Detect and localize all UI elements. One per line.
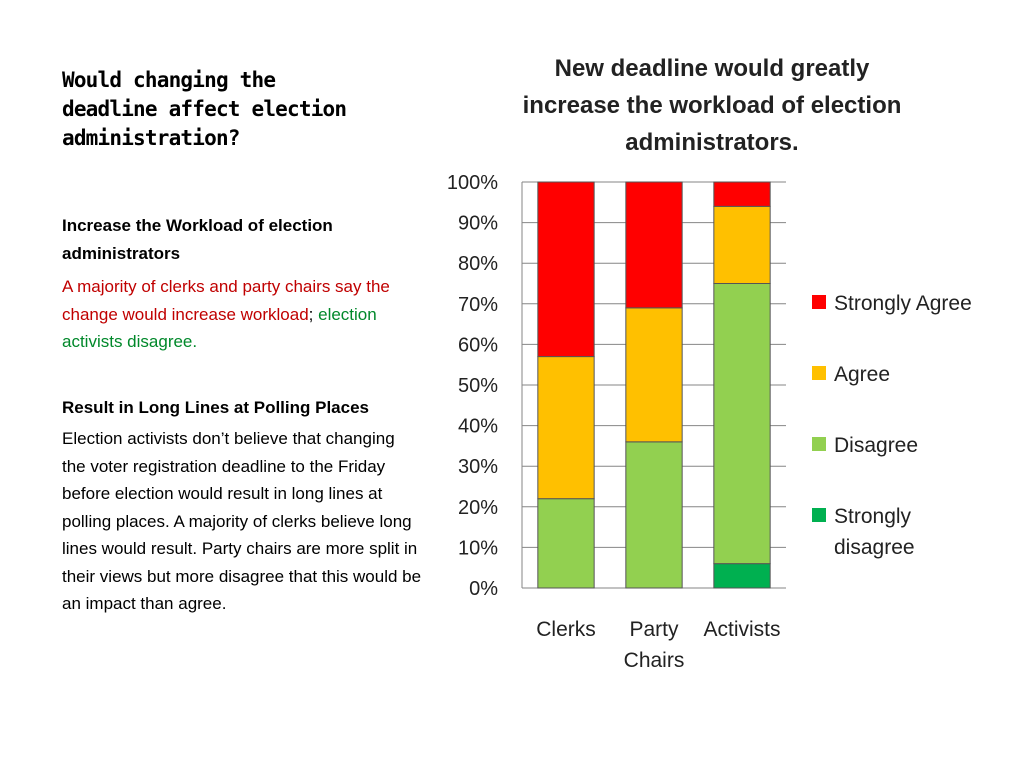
slide-title: Would changing the deadline affect elect… bbox=[62, 66, 392, 153]
bar-segment-strongly-agree bbox=[713, 181, 771, 207]
workload-separator: ; bbox=[308, 304, 319, 324]
bar-segment-strongly-disagree bbox=[713, 563, 771, 589]
bar-segment-agree bbox=[625, 307, 683, 443]
y-tick-label: 30% bbox=[458, 456, 498, 478]
bar-segment-disagree bbox=[625, 441, 683, 589]
slide-body: Increase the Workload of election admini… bbox=[62, 212, 422, 618]
chart-title-line-2: increase the workload of election bbox=[522, 92, 902, 119]
legend-label: disagree bbox=[834, 536, 915, 559]
slide-title-line-2: deadline affect election bbox=[62, 97, 347, 121]
long-lines-heading: Result in Long Lines at Polling Places bbox=[62, 397, 369, 417]
y-tick-label: 20% bbox=[458, 497, 498, 519]
category-label: Clerks bbox=[536, 618, 596, 641]
bar-segment-strongly-agree bbox=[537, 181, 595, 358]
legend-label: Strongly Agree bbox=[834, 292, 972, 315]
y-tick-label: 60% bbox=[458, 334, 498, 356]
y-tick-label: 90% bbox=[458, 213, 498, 235]
legend-swatch bbox=[812, 508, 826, 522]
category-label: Chairs bbox=[624, 649, 685, 672]
bar-segment-strongly-agree bbox=[625, 181, 683, 309]
y-tick-label: 80% bbox=[458, 253, 498, 275]
slide-title-line-1: Would changing the bbox=[62, 68, 276, 92]
legend-label: Disagree bbox=[834, 434, 918, 457]
long-lines-body: Election activists don’t believe that ch… bbox=[62, 429, 422, 613]
legend-swatch bbox=[812, 366, 826, 380]
chart-title: New deadline would greatly increase the … bbox=[478, 50, 946, 161]
workload-red-text: A majority of clerks and party chairs sa… bbox=[62, 277, 390, 324]
y-tick-label: 10% bbox=[458, 537, 498, 559]
legend-swatch bbox=[812, 295, 826, 309]
chart-title-line-3: administrators. bbox=[625, 129, 799, 156]
slide-title-line-3: administration? bbox=[62, 126, 240, 150]
chart-title-line-1: New deadline would greatly bbox=[554, 55, 870, 82]
y-tick-label: 0% bbox=[469, 578, 498, 600]
y-tick-label: 100% bbox=[447, 172, 498, 194]
category-label: Activists bbox=[703, 618, 780, 641]
y-tick-label: 50% bbox=[458, 375, 498, 397]
workload-summary: A majority of clerks and party chairs sa… bbox=[62, 273, 422, 356]
y-tick-label: 70% bbox=[458, 294, 498, 316]
category-label: Party bbox=[629, 618, 679, 641]
y-tick-label: 40% bbox=[458, 416, 498, 438]
legend-swatch bbox=[812, 437, 826, 451]
bar-segment-agree bbox=[713, 205, 771, 284]
legend-label: Agree bbox=[834, 363, 890, 386]
bar-segment-agree bbox=[537, 356, 595, 500]
workload-heading: Increase the Workload of election admini… bbox=[62, 216, 333, 263]
legend-label: Strongly bbox=[834, 505, 912, 528]
bar-segment-disagree bbox=[537, 498, 595, 589]
bar-segment-disagree bbox=[713, 283, 771, 565]
workload-green-text: election activists disagree. bbox=[62, 304, 377, 352]
